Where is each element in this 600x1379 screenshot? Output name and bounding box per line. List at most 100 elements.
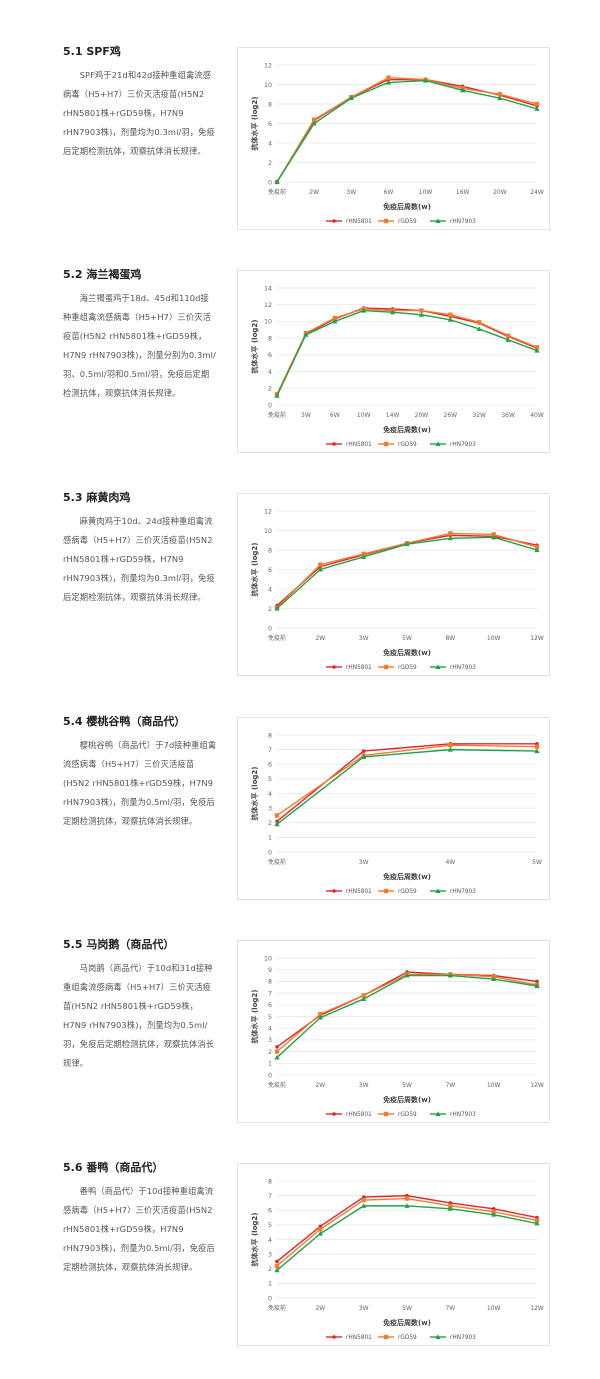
data-point-rHN7903 bbox=[361, 307, 367, 313]
y-tick-label: 0 bbox=[268, 402, 272, 409]
y-tick-label: 2 bbox=[268, 606, 272, 613]
x-tick-label: 3W bbox=[359, 635, 369, 642]
x-tick-label: 12W bbox=[530, 1082, 544, 1089]
legend-marker-rHN7903 bbox=[435, 218, 441, 223]
chart-svg: 0 2 4 6 8 10 12 14 免疫前 3W 6W 10W 14W 20W 26W 32W 36W 40W 免… bbox=[250, 285, 544, 448]
x-tick-label: 2W bbox=[309, 189, 319, 196]
legend-marker-rHN5801 bbox=[332, 442, 336, 446]
section-heading: 5.6 番鸭（商品代） bbox=[63, 1161, 164, 1174]
x-tick-label: 10W bbox=[487, 1305, 501, 1312]
y-tick-label: 10 bbox=[264, 955, 272, 962]
data-point-rHN7903 bbox=[404, 541, 410, 547]
y-tick-label: 2 bbox=[268, 820, 272, 827]
data-point-rHN7903 bbox=[274, 605, 280, 611]
y-tick-label: 0 bbox=[268, 179, 272, 186]
legend-label-rGD59: rGD59 bbox=[398, 1112, 417, 1118]
data-point-rGD59 bbox=[448, 531, 453, 536]
data-point-rHN5801 bbox=[275, 1045, 279, 1049]
y-tick-label: 2 bbox=[268, 160, 272, 167]
data-point-rHN5801 bbox=[275, 1259, 279, 1264]
y-tick-label: 14 bbox=[264, 285, 272, 292]
series-line-rHN5801 bbox=[276, 743, 537, 822]
y-tick-label: 2 bbox=[268, 386, 272, 393]
legend-marker-rGD59 bbox=[383, 1334, 389, 1340]
section-paragraph: 樱桃谷鸭（商品代）于7d接种重组禽流感病毒（H5+H7）三价灭活疫苗(H5N2 … bbox=[63, 740, 217, 826]
y-tick-label: 1 bbox=[268, 835, 272, 842]
x-tick-label: 6W bbox=[384, 189, 394, 196]
x-tick-label: 8W bbox=[445, 635, 455, 642]
legend-label-rHN5801: rHN5801 bbox=[346, 1112, 372, 1118]
legend-marker-rHN5801 bbox=[332, 219, 336, 223]
data-point-rHN7903 bbox=[447, 535, 453, 541]
series-line-rHN7903 bbox=[276, 748, 538, 825]
x-tick-label: 40W bbox=[530, 412, 544, 419]
data-point-rGD59 bbox=[534, 101, 540, 107]
series-line-rGD59 bbox=[276, 308, 538, 395]
y-tick-label: 10 bbox=[264, 528, 272, 535]
data-point-rHN7903 bbox=[332, 318, 338, 324]
legend-marker-rHN5801 bbox=[332, 1112, 336, 1116]
legend-marker-rGD59 bbox=[383, 888, 389, 894]
data-point-rGD59 bbox=[404, 1196, 410, 1201]
x-tick-label: 10W bbox=[419, 189, 433, 196]
y-tick-label: 2 bbox=[268, 1049, 272, 1056]
antibody-chart: 0 2 4 6 8 10 12 免疫前 2W 3W 6W 10W 16W 20W 24W 免疫后周数(w) 抗体… bbox=[237, 47, 550, 230]
x-tick-label: 3W bbox=[301, 412, 311, 419]
data-point-rHN7903 bbox=[422, 78, 429, 83]
legend-label-rHN5801: rHN5801 bbox=[346, 1335, 372, 1341]
y-tick-label: 4 bbox=[268, 586, 272, 593]
y-tick-label: 10 bbox=[264, 82, 272, 89]
y-tick-label: 12 bbox=[264, 508, 272, 515]
x-tick-label: 10W bbox=[487, 1082, 501, 1089]
data-point-rHN7903 bbox=[447, 1206, 453, 1211]
section-heading: 5.5 马岗鹅（商品代） bbox=[63, 938, 175, 951]
section-heading: 5.3 麻黄肉鸡 bbox=[63, 491, 131, 504]
legend-marker-rGD59 bbox=[383, 218, 389, 224]
data-point-rGD59 bbox=[505, 333, 511, 338]
y-axis-title: 抗体水平 (log2) bbox=[250, 543, 259, 597]
antibody-chart: 0 2 4 6 8 10 12 免疫前 2W 3W 5W 8W 10W 12W 免疫后周数(w) 抗体水平 (… bbox=[237, 493, 550, 676]
chart-svg: 0 2 4 6 8 10 12 免疫前 2W 3W 6W 10W 16W 20W 24W 免疫后周数(w) 抗体… bbox=[250, 62, 544, 225]
series-line-rGD59 bbox=[276, 76, 538, 183]
data-point-rHN7903 bbox=[534, 106, 540, 111]
section-paragraph: 马岗鹅（商品代）于10d和31d接种重组禽流感病毒（H5+H7）三价灭活疫苗(H… bbox=[63, 963, 215, 1068]
x-tick-label: 7W bbox=[445, 1305, 455, 1312]
data-point-rGD59 bbox=[448, 743, 453, 748]
y-tick-label: 7 bbox=[268, 747, 272, 754]
data-point-rGD59 bbox=[318, 1011, 323, 1017]
data-point-rGD59 bbox=[361, 1197, 366, 1203]
data-point-rGD59 bbox=[491, 1209, 496, 1214]
data-point-rHN7903 bbox=[311, 120, 317, 126]
x-axis-title: 免疫后周数(w) bbox=[383, 1095, 431, 1104]
legend-label-rGD59: rGD59 bbox=[398, 442, 417, 448]
y-tick-label: 6 bbox=[268, 121, 272, 128]
chart-svg: 0 2 4 6 8 10 12 免疫前 2W 3W 5W 8W 10W 12W 免疫后周数(w) 抗体水平 (… bbox=[250, 508, 544, 671]
y-tick-label: 8 bbox=[268, 101, 272, 108]
x-tick-label: 3W bbox=[359, 1305, 369, 1312]
legend-label-rGD59: rGD59 bbox=[398, 665, 417, 671]
x-axis-title: 免疫后周数(w) bbox=[383, 425, 431, 434]
y-tick-label: 8 bbox=[268, 547, 272, 554]
data-point-rHN7903 bbox=[361, 996, 367, 1001]
series-line-rHN7903 bbox=[276, 536, 538, 610]
x-tick-label: 5W bbox=[402, 635, 412, 642]
x-tick-label: 5W bbox=[402, 1305, 412, 1312]
x-tick-label: 10W bbox=[487, 635, 501, 642]
legend-marker-rHN7903 bbox=[435, 441, 441, 446]
x-tick-label: 14W bbox=[386, 412, 400, 419]
x-tick-label: 26W bbox=[444, 412, 458, 419]
y-tick-label: 4 bbox=[268, 140, 272, 147]
y-axis-title: 抗体水平 (log2) bbox=[250, 990, 259, 1044]
data-point-rHN7903 bbox=[476, 326, 482, 331]
y-tick-label: 0 bbox=[268, 849, 272, 856]
x-axis-title: 免疫后周数(w) bbox=[383, 1318, 431, 1327]
data-point-rHN7903 bbox=[274, 393, 280, 398]
chart-svg: 0 1 2 3 4 5 6 7 8 免疫前 2W 3W 5W 7W 10W 12W 免疫后周数(w) 抗体水平 (… bbox=[250, 1178, 544, 1341]
data-point-rGD59 bbox=[534, 744, 540, 749]
legend-marker-rGD59 bbox=[383, 664, 389, 670]
y-tick-label: 5 bbox=[268, 776, 272, 783]
data-point-rHN7903 bbox=[389, 309, 396, 315]
x-tick-label: 2W bbox=[315, 1082, 325, 1089]
x-tick-label: 12W bbox=[530, 635, 544, 642]
x-tick-label: 3W bbox=[346, 189, 356, 196]
